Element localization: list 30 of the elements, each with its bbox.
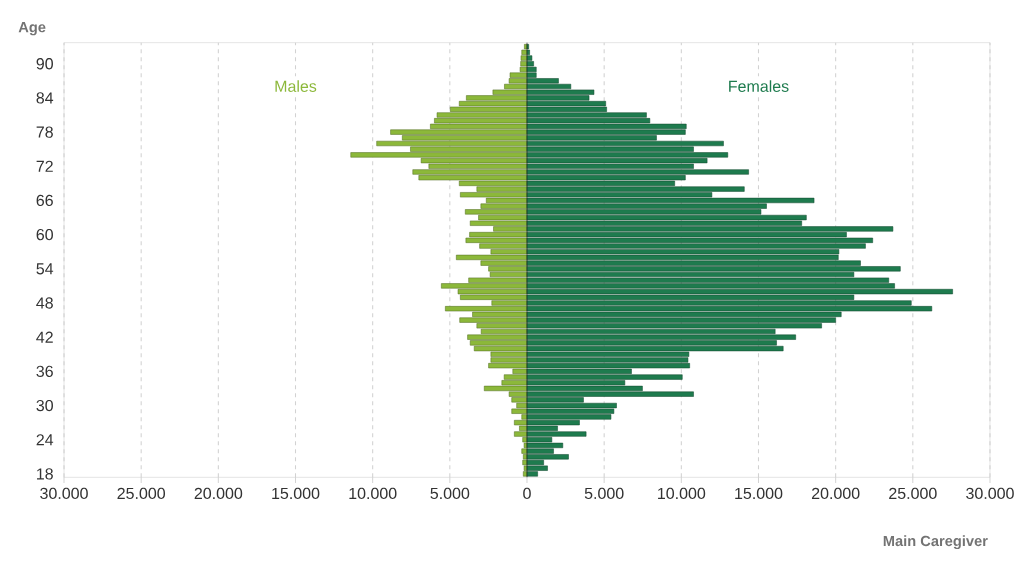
y-tick-label: 36 [36, 365, 53, 378]
y-tick-label: 72 [36, 160, 53, 172]
x-tick-label: 0 [523, 487, 531, 500]
y-tick-label: 48 [36, 297, 53, 309]
y-axis-title: Age [18, 22, 46, 36]
x-tick-label: 25.000 [889, 487, 937, 500]
x-tick-label: 30.000 [966, 487, 1014, 500]
x-tick-label: 15.000 [735, 487, 783, 500]
x-tick-label: 20.000 [194, 487, 243, 500]
x-tick-label: 10.000 [658, 487, 706, 500]
x-tick-label: 5.000 [430, 487, 470, 500]
x-tick-label: 15.000 [272, 487, 320, 500]
y-tick-label: 42 [36, 331, 53, 343]
y-tick-label: 24 [36, 434, 54, 446]
text: Females [729, 80, 789, 92]
x-axis-title: Main Caregiver [883, 535, 988, 550]
x-tick-label: 5.000 [584, 487, 624, 500]
text: Males [275, 80, 317, 92]
x-tick-label: 25.000 [117, 487, 166, 500]
y-tick-label: 54 [36, 263, 54, 275]
x-tick-label: 20.000 [811, 487, 860, 500]
y-tick-label: 90 [36, 58, 53, 70]
y-tick-label: 84 [36, 92, 54, 104]
y-tick-label: 66 [36, 194, 53, 207]
x-tick-label: 30.000 [40, 487, 88, 500]
y-tick-label: 78 [36, 126, 53, 138]
y-tick-label: 30 [36, 399, 53, 412]
x-tick-label: 10.000 [349, 487, 397, 500]
y-tick-label: 60 [36, 228, 53, 241]
y-tick-label: 18 [37, 468, 53, 480]
